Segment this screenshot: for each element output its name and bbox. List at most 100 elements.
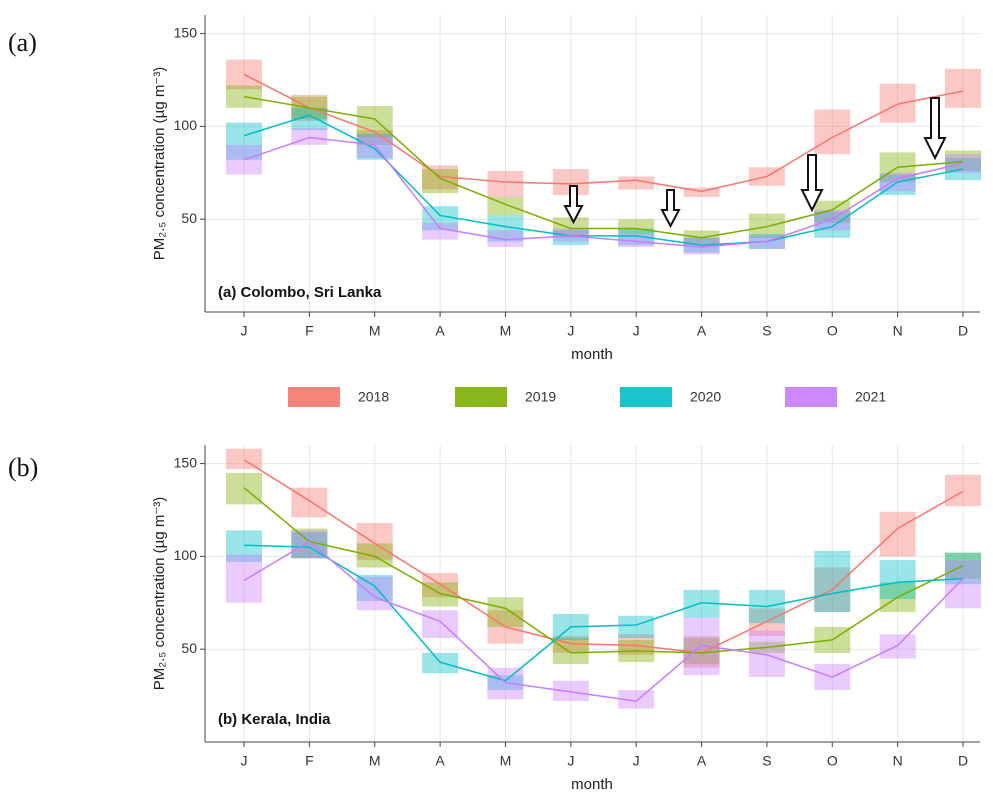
x-tick-label: S	[762, 323, 771, 339]
range-box	[356, 133, 393, 160]
legend-swatch	[785, 387, 837, 407]
range-box	[356, 130, 393, 145]
series-line	[243, 136, 964, 248]
x-axis-label: month	[571, 346, 613, 363]
range-box	[618, 690, 655, 709]
arrow	[923, 97, 947, 161]
range-box	[683, 187, 720, 197]
range-box	[879, 83, 916, 123]
range-box	[945, 68, 981, 108]
range-box	[945, 560, 981, 609]
range-box	[291, 528, 328, 559]
x-tick-label: A	[435, 753, 445, 769]
range-box	[552, 217, 589, 238]
x-tick-label: M	[500, 753, 512, 769]
range-box	[879, 511, 916, 557]
range-box	[487, 667, 524, 700]
range-box	[683, 237, 720, 255]
series-line	[243, 487, 964, 654]
range-box	[552, 680, 589, 702]
panel-title: (b) Kerala, India	[218, 711, 331, 728]
series-line	[243, 544, 964, 682]
x-tick-label: J	[567, 753, 574, 769]
x-tick-label: J	[633, 323, 640, 339]
legend-label: 2020	[690, 389, 721, 405]
series-line	[243, 540, 964, 702]
range-box	[748, 630, 785, 678]
x-tick-label: S	[762, 753, 771, 769]
legend-swatch	[288, 387, 340, 407]
x-tick-label: N	[893, 753, 903, 769]
series-line	[243, 459, 964, 654]
range-box	[879, 634, 916, 659]
x-tick-label: J	[241, 323, 248, 339]
legend-swatch	[455, 387, 507, 407]
range-box	[814, 200, 851, 223]
range-box	[226, 554, 262, 603]
range-box	[356, 135, 393, 158]
range-box	[618, 176, 655, 190]
y-tick-label: 50	[181, 210, 197, 226]
range-box	[945, 474, 981, 507]
x-tick-label: D	[958, 323, 968, 339]
y-tick-label: 100	[174, 547, 198, 563]
y-tick-label: 150	[174, 24, 198, 40]
range-box	[748, 213, 785, 238]
x-tick-label: J	[633, 753, 640, 769]
arrow	[800, 154, 824, 213]
x-tick-label: F	[305, 323, 314, 339]
range-box	[422, 169, 459, 194]
panel-title: (a) Colombo, Sri Lanka	[218, 284, 382, 301]
x-tick-label: D	[958, 753, 968, 769]
range-box	[487, 230, 524, 248]
range-box	[748, 608, 785, 637]
range-box	[618, 615, 655, 639]
range-box	[226, 448, 262, 470]
x-tick-label: J	[567, 323, 574, 339]
range-box	[618, 634, 655, 655]
panel-label: (b)	[8, 453, 38, 482]
y-tick-label: 50	[181, 640, 197, 656]
y-tick-label: 150	[174, 454, 198, 470]
x-tick-label: A	[697, 323, 707, 339]
legend-label: 2021	[855, 389, 886, 405]
range-box	[422, 652, 459, 674]
arrow	[563, 185, 584, 225]
range-box	[814, 109, 851, 155]
panel-label: (a)	[8, 28, 37, 57]
x-tick-label: O	[827, 753, 838, 769]
x-tick-label: J	[241, 753, 248, 769]
range-box	[226, 122, 262, 160]
y-axis-label: PM₂.₅ concentration (µg m⁻³)	[151, 67, 168, 260]
range-box	[814, 550, 851, 613]
range-box	[291, 107, 328, 131]
arrow	[660, 189, 681, 229]
y-axis-label: PM₂.₅ concentration (µg m⁻³)	[151, 497, 168, 690]
x-tick-label: O	[827, 323, 838, 339]
x-axis-label: month	[571, 776, 613, 793]
series-line	[243, 114, 964, 246]
range-box	[552, 638, 589, 665]
x-tick-label: M	[500, 323, 512, 339]
range-box	[356, 576, 393, 611]
range-box	[814, 209, 851, 231]
range-box	[879, 560, 916, 600]
x-tick-label: M	[369, 753, 381, 769]
legend-swatch	[620, 387, 672, 407]
range-box	[487, 170, 524, 197]
range-box	[945, 157, 981, 181]
legend-label: 2019	[525, 389, 556, 405]
range-box	[552, 228, 589, 242]
x-tick-label: A	[435, 323, 445, 339]
series-line	[243, 73, 964, 193]
x-tick-label: N	[893, 323, 903, 339]
range-box	[487, 597, 524, 627]
x-tick-label: A	[697, 753, 707, 769]
series-line	[243, 95, 964, 239]
range-box	[422, 222, 459, 240]
range-box	[814, 211, 851, 238]
legend-label: 2018	[358, 389, 389, 405]
x-tick-label: F	[305, 753, 314, 769]
